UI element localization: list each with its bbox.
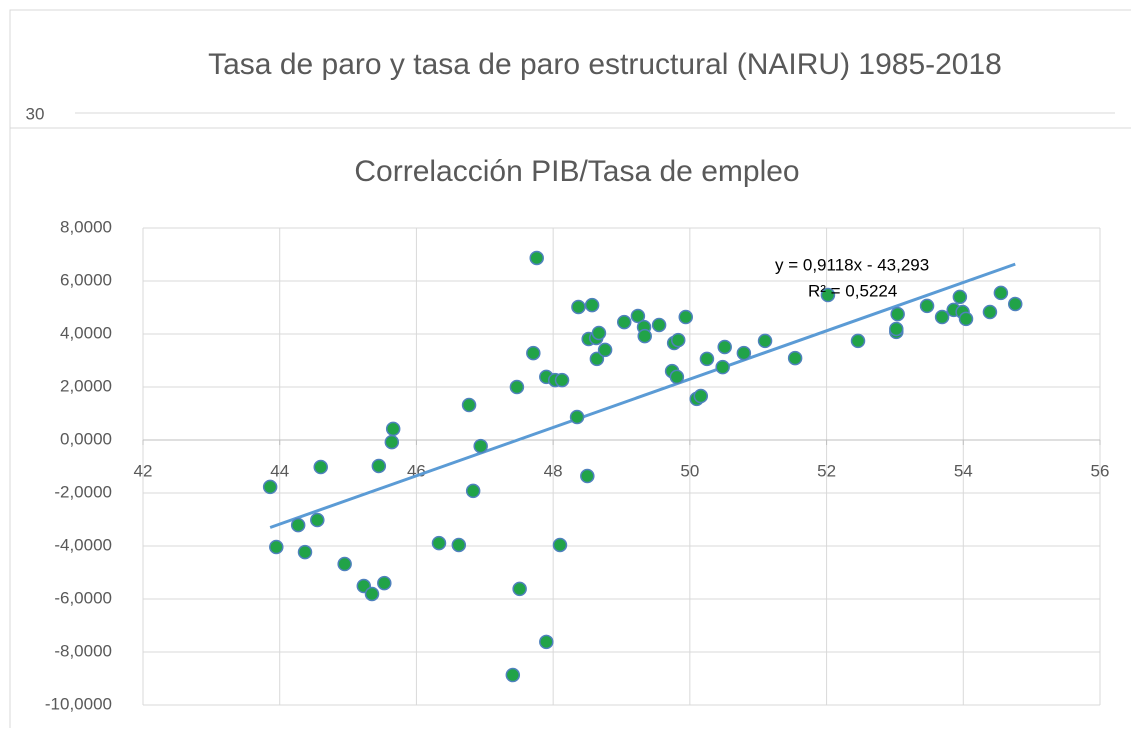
- point: [584, 297, 600, 313]
- point: [384, 434, 400, 450]
- point: [693, 388, 709, 404]
- x-tick-label: 54: [954, 461, 973, 480]
- chart-frame: [9, 127, 1131, 733]
- point: [313, 459, 328, 475]
- point: [890, 306, 905, 322]
- point: [539, 634, 554, 650]
- point: [569, 409, 585, 425]
- point: [787, 350, 803, 366]
- y-tick-label: -8,0000: [54, 641, 112, 660]
- y-tick-label: -10,0000: [45, 694, 112, 713]
- y-tick-label: 2,0000: [60, 376, 112, 395]
- y-tick-label: 0,0000: [60, 429, 112, 448]
- point: [670, 332, 686, 348]
- point: [269, 539, 284, 555]
- point: [850, 333, 866, 349]
- point: [571, 299, 586, 315]
- y-tick-label: 4,0000: [60, 323, 112, 342]
- point: [473, 438, 488, 454]
- point: [919, 298, 935, 314]
- point: [461, 397, 477, 413]
- point: [385, 421, 401, 437]
- point: [580, 468, 595, 484]
- point: [757, 333, 773, 349]
- x-tick-label: 44: [270, 461, 289, 480]
- y-tick-label: -6,0000: [54, 588, 112, 607]
- y-tick-label: -2,0000: [54, 482, 112, 501]
- x-tick-label: 50: [680, 461, 699, 480]
- point: [589, 351, 605, 367]
- point: [364, 586, 380, 602]
- x-tick-label: 42: [134, 461, 153, 480]
- point: [952, 289, 968, 305]
- x-tick-label: 56: [1091, 461, 1110, 480]
- point: [993, 285, 1009, 301]
- y-tick-label: 6,0000: [60, 270, 112, 289]
- point: [431, 535, 447, 551]
- point: [297, 544, 313, 560]
- point: [736, 345, 752, 361]
- point: [465, 483, 481, 499]
- point: [717, 339, 732, 355]
- trendline-equation: y = 0,9118x - 43,293: [775, 255, 929, 274]
- point: [669, 369, 685, 385]
- point: [310, 512, 325, 528]
- point: [290, 517, 306, 533]
- point: [715, 359, 730, 375]
- point: [552, 537, 568, 553]
- point: [637, 328, 652, 344]
- trendline: [269, 262, 1016, 529]
- point: [529, 250, 544, 266]
- background-chart-title: Tasa de paro y tasa de paro estructural …: [208, 48, 1002, 81]
- point: [591, 325, 607, 341]
- point: [616, 314, 632, 330]
- point: [820, 287, 836, 303]
- point: [554, 372, 570, 388]
- y-tick-label: -4,0000: [54, 535, 112, 554]
- x-tick-label: 48: [544, 461, 563, 480]
- y-tick-label: 30: [26, 104, 45, 123]
- point: [512, 581, 527, 597]
- trendline-r2: R² = 0,5224: [808, 281, 897, 300]
- point: [526, 345, 541, 361]
- point: [505, 667, 521, 683]
- point: [337, 556, 352, 572]
- chart-title: Correlacción PIB/Tasa de empleo: [354, 155, 799, 188]
- point: [699, 351, 715, 367]
- point: [509, 379, 525, 395]
- y-tick-label: 8,0000: [60, 217, 112, 236]
- point: [1007, 296, 1023, 312]
- point: [651, 317, 667, 333]
- point: [262, 479, 278, 495]
- x-tick-label: 46: [407, 461, 426, 480]
- point: [678, 309, 694, 325]
- point: [934, 309, 950, 325]
- point: [371, 458, 387, 474]
- point: [451, 537, 467, 553]
- point: [377, 575, 392, 591]
- point: [597, 342, 613, 358]
- point: [889, 321, 904, 337]
- x-tick-label: 52: [817, 461, 836, 480]
- point: [630, 308, 646, 324]
- point: [958, 311, 974, 327]
- point: [982, 304, 998, 320]
